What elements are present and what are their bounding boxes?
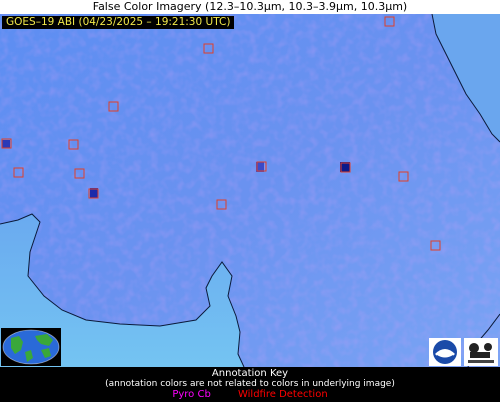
wildfire-detections [1,16,441,251]
annotation-key: Annotation Key (annotation colors are no… [0,367,500,402]
satellite-timestamp-label: GOES–19 ABI (04/23/2025 – 19:21:30 UTC) [2,16,235,29]
wildfire-detection-box [68,139,79,150]
wildfire-detection-box [108,101,119,112]
noaa-logo [429,338,461,366]
hotspot-pixel [2,140,10,148]
coastline-right [431,14,500,143]
annotation-key-items: Pyro Cb Wildfire Detection [0,389,500,400]
wildfire-detection-box [398,171,409,182]
satellite-imagery [0,14,500,367]
texture-overlay [0,14,500,367]
annotation-key-heading: Annotation Key [211,368,289,379]
hotspot-pixel [340,162,350,172]
annotation-key-note: (annotation colors are not related to co… [105,379,395,389]
wildfire-detection-box [88,188,99,199]
wildfire-detection-box [203,43,214,54]
wildfire-detection-box [340,162,351,173]
hotspot-pixel [256,162,264,172]
wildfire-detection-box [74,168,85,179]
wildfire-detection-box [430,240,441,251]
wildfire-detection-box [384,16,395,27]
hotspot-pixel [90,188,98,198]
key-item-wildfire: Wildfire Detection [237,389,328,400]
wildfire-detection-box [1,138,12,149]
wildfire-detection-box [256,161,267,172]
wildfire-detection-box [13,167,24,178]
cimss-logo [464,338,498,366]
water-right [432,14,500,142]
imagery-canvas [0,14,500,367]
image-title: False Color Imagery (12.3–10.3µm, 10.3–3… [92,0,408,13]
coastline-left [0,213,245,367]
wildfire-detection-box [216,199,227,210]
earth-globe-icon [1,328,61,366]
key-item-pyrocb: Pyro Cb [172,389,211,400]
water-left [0,214,244,367]
